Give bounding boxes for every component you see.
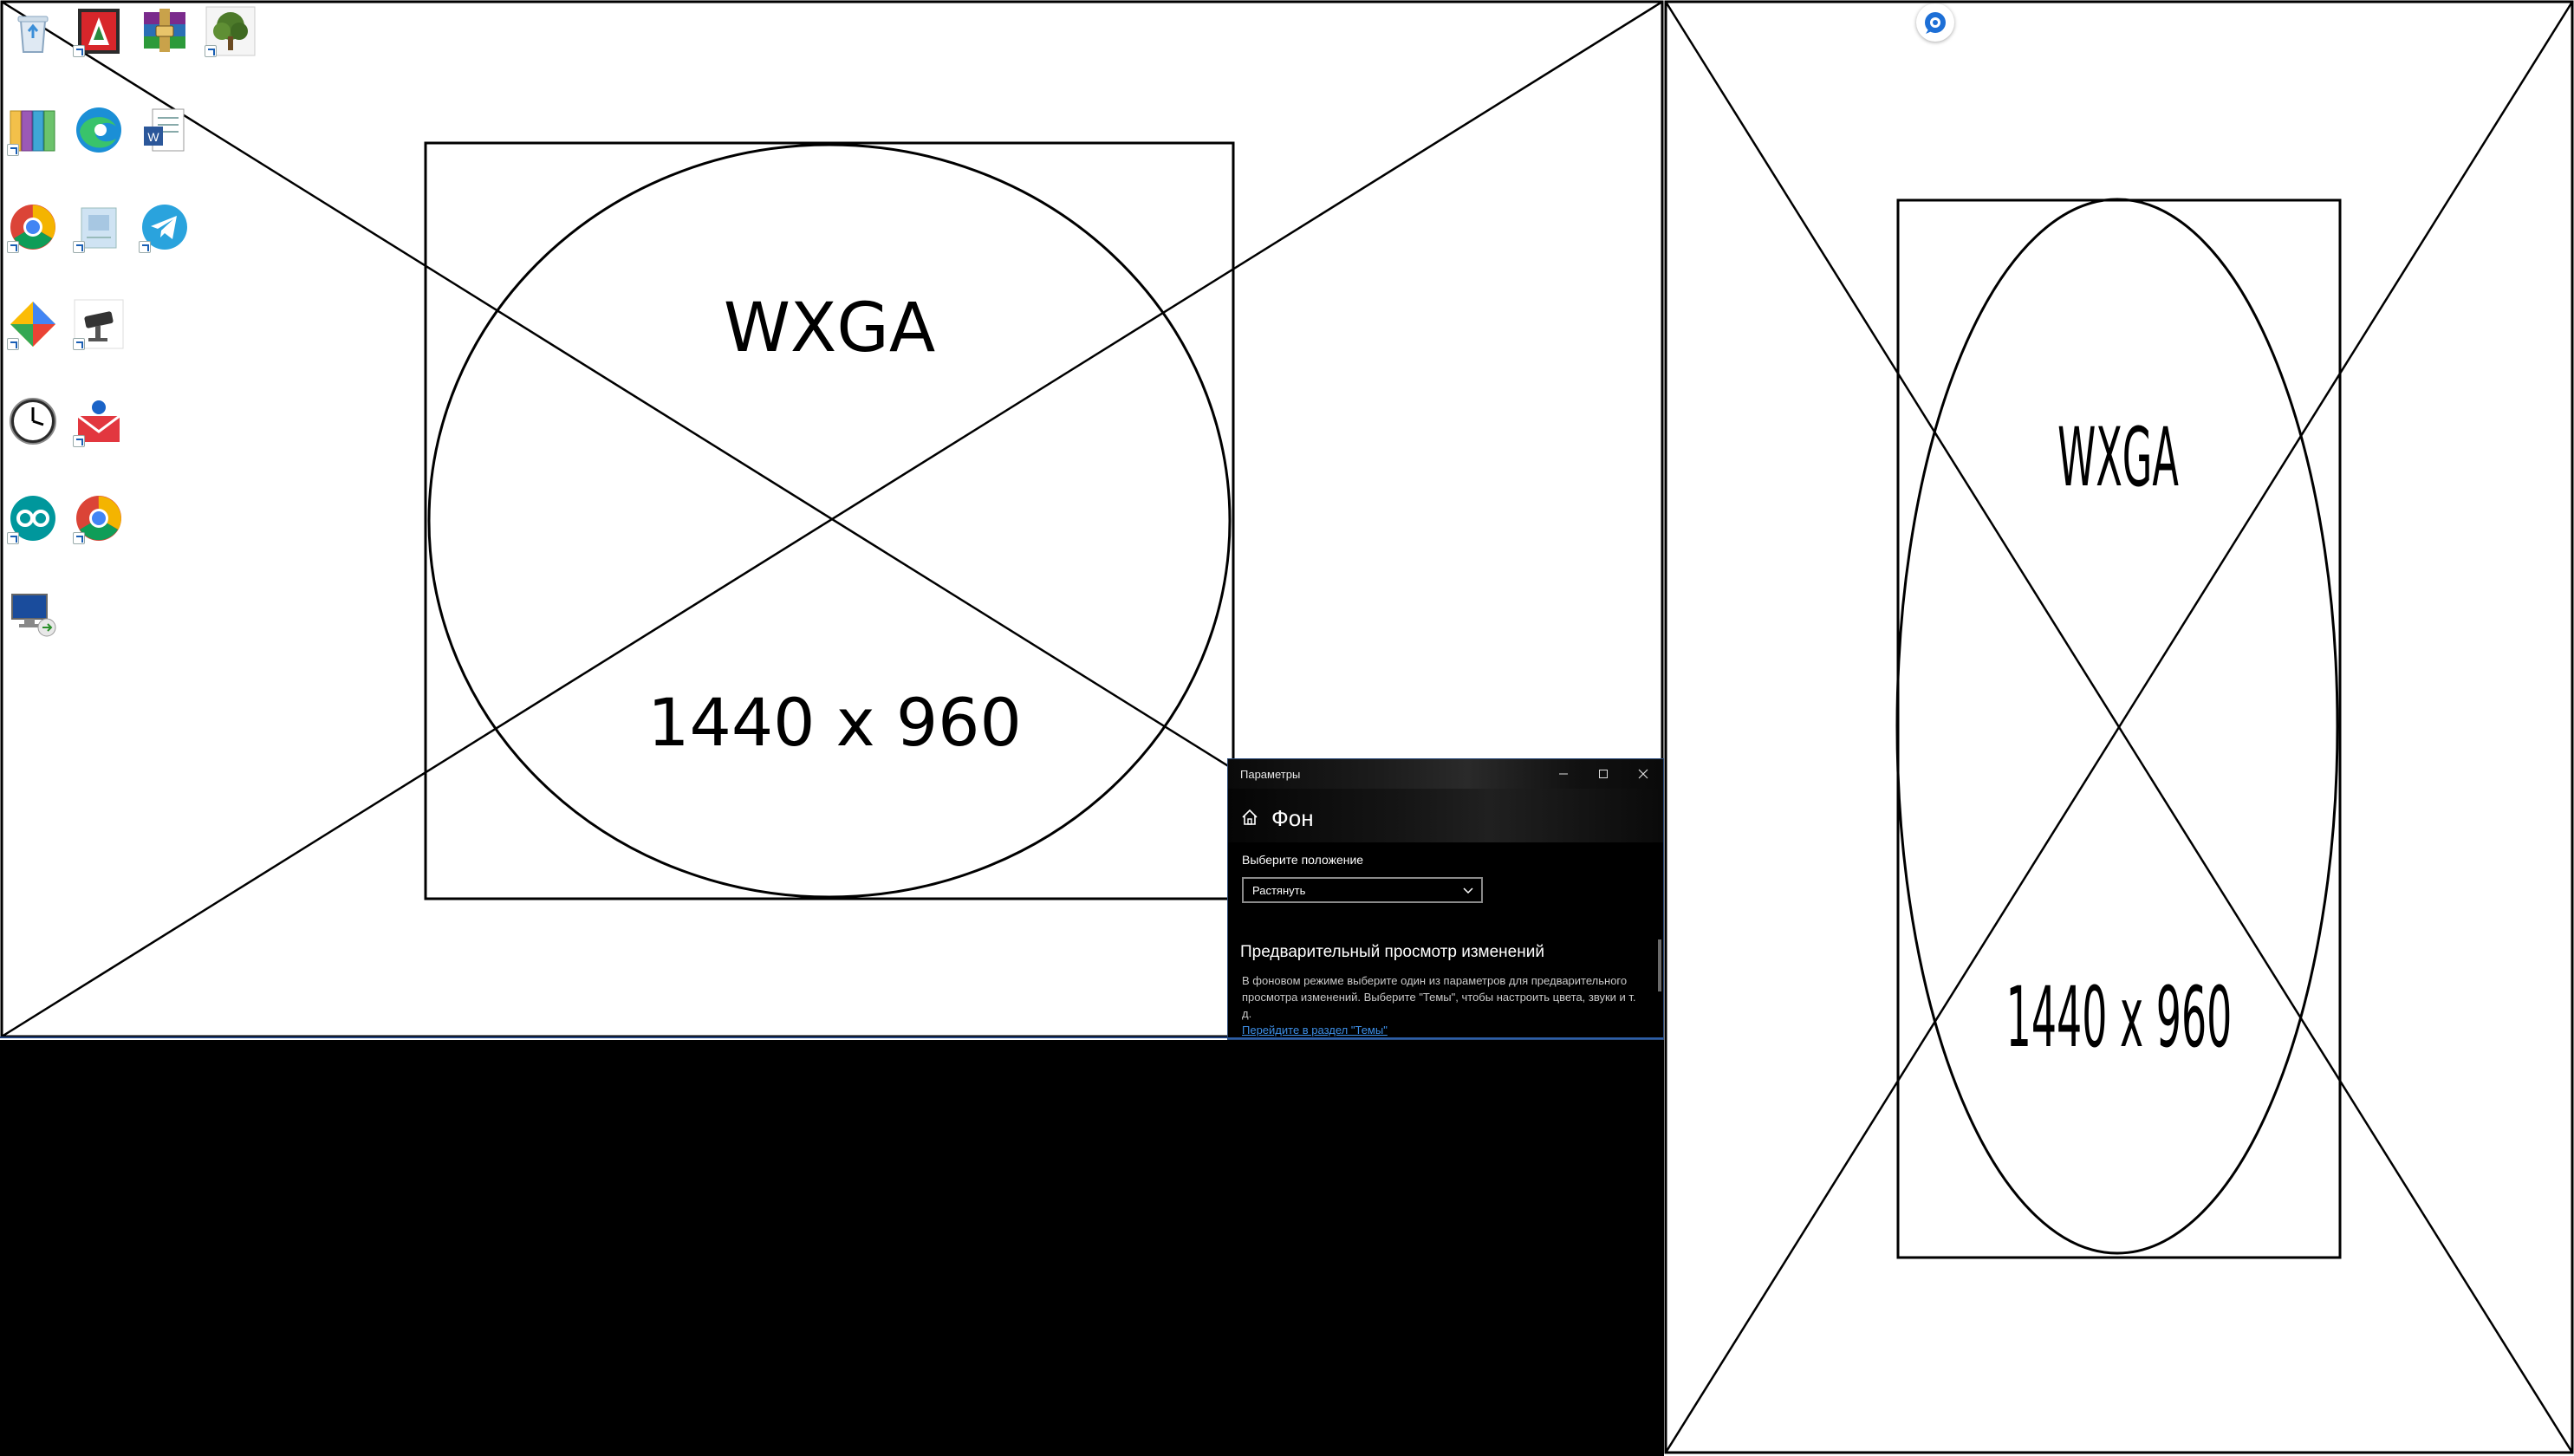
preview-description: В фоновом режиме выберите один из параме… xyxy=(1242,974,1636,1020)
page-title: Фон xyxy=(1271,805,1314,831)
maps-app-icon[interactable] xyxy=(7,298,59,350)
right-wallpaper-label-wxga: WXGA xyxy=(2057,411,2179,505)
maximize-icon xyxy=(1599,770,1608,778)
right-wallpaper-diagonal-2 xyxy=(1664,1,2574,1453)
preview-title: Предварительный просмотр изменений xyxy=(1240,943,1544,961)
wallpaper-diagonal-2 xyxy=(1,0,1663,1038)
assistant-bubble-icon xyxy=(1925,12,1946,34)
minimize-icon xyxy=(1559,773,1568,775)
close-icon xyxy=(1638,769,1648,779)
settings-scrollbar[interactable] xyxy=(1658,939,1661,991)
remote-desktop-icon[interactable] xyxy=(7,588,59,640)
svg-text:W: W xyxy=(147,130,159,144)
winrar-icon[interactable] xyxy=(139,5,191,57)
tree-app-icon[interactable] xyxy=(205,5,257,57)
position-label: Выберите положение xyxy=(1242,853,1364,867)
window-title: Параметры xyxy=(1240,768,1301,781)
chrome-icon[interactable] xyxy=(7,201,59,253)
chrome-icon-2[interactable] xyxy=(73,492,125,544)
close-button[interactable] xyxy=(1623,759,1663,789)
home-icon[interactable] xyxy=(1240,808,1259,827)
right-wallpaper-label-resolution: 1440 x 960 xyxy=(2006,969,2233,1066)
settings-page-header: Фон xyxy=(1228,789,1663,842)
wallpaper-inner-rect xyxy=(424,141,1235,900)
settings-bottom-border xyxy=(1228,1037,1663,1039)
recycle-bin-icon[interactable] xyxy=(7,5,59,57)
settings-window[interactable]: Параметры Фон Выберите положение Растяну… xyxy=(1227,758,1664,1040)
clock-icon[interactable] xyxy=(7,395,59,447)
themes-link[interactable]: Перейдите в раздел "Темы" xyxy=(1242,1024,1388,1037)
edge-icon[interactable] xyxy=(73,104,125,156)
word-document-icon[interactable]: W xyxy=(139,104,191,156)
minimize-button[interactable] xyxy=(1544,759,1583,789)
red-app-shortcut-icon[interactable] xyxy=(73,5,125,57)
monitor-bottom-accent-line xyxy=(0,1037,1664,1038)
settings-titlebar[interactable]: Параметры xyxy=(1228,759,1663,789)
wallpaper-ellipse xyxy=(427,143,1232,899)
position-dropdown-value: Растянуть xyxy=(1252,884,1306,897)
chevron-down-icon xyxy=(1463,887,1473,894)
maximize-button[interactable] xyxy=(1583,759,1623,789)
arduino-icon[interactable] xyxy=(7,492,59,544)
folder-document-icon[interactable] xyxy=(73,201,125,253)
telegram-icon[interactable] xyxy=(139,201,191,253)
right-wallpaper-ellipse xyxy=(1895,198,2339,1255)
right-wallpaper: WXGA 1440 x 960 xyxy=(1664,0,2574,1454)
wallpaper-label-wxga: WXGA xyxy=(724,289,935,367)
position-dropdown[interactable]: Растянуть xyxy=(1242,877,1483,903)
cctv-camera-icon[interactable] xyxy=(73,298,125,350)
floating-assistant-icon[interactable] xyxy=(1916,3,1954,42)
wallpaper-label-resolution: 1440 x 960 xyxy=(647,684,1022,761)
mail-app-icon[interactable] xyxy=(73,395,125,447)
right-monitor-desktop: WXGA 1440 x 960 xyxy=(1664,0,2574,1456)
left-monitor-desktop: WXGA 1440 x 960 W xyxy=(0,0,1664,1040)
binders-app-icon[interactable] xyxy=(7,104,59,156)
